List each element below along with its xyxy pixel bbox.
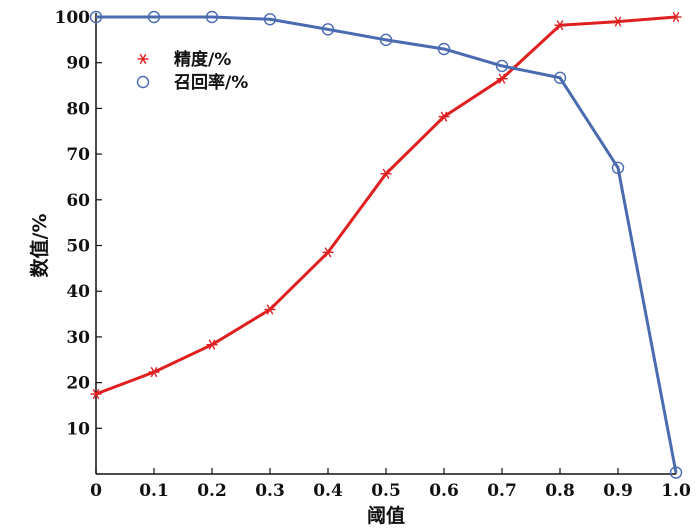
x-tick-label: 0.6 (429, 481, 459, 501)
legend-marker (136, 75, 150, 89)
data-point (496, 73, 508, 84)
y-tick-label: 60 (66, 191, 90, 211)
data-point (612, 16, 624, 27)
y-tick-label: 40 (66, 282, 90, 302)
data-point (611, 161, 625, 175)
legend-label: 召回率/% (174, 72, 248, 93)
y-tick-label: 80 (66, 99, 90, 119)
data-point (322, 247, 334, 258)
x-tick-label: 0.5 (371, 481, 401, 501)
y-axis-ticks: 10 20 30 40 50 60 70 80 90 100 (55, 8, 102, 439)
legend-item: 精度/% (137, 49, 231, 70)
x-axis-title: 阈值 (367, 504, 405, 527)
data-point (264, 304, 276, 315)
data-point (89, 10, 103, 24)
data-point (206, 339, 218, 350)
x-tick-label: 0.8 (545, 481, 575, 501)
y-tick-label: 10 (66, 419, 90, 439)
x-tick-label: 0 (90, 481, 102, 501)
data-point (438, 111, 450, 122)
x-tick-label: 0.4 (313, 481, 343, 501)
series-2 (89, 10, 683, 479)
x-tick-label: 0.3 (255, 481, 285, 501)
data-point (148, 366, 160, 378)
series-line (96, 15, 678, 473)
y-tick-label: 70 (66, 145, 90, 165)
data-point (670, 11, 682, 23)
y-tick-label: 50 (66, 237, 90, 257)
y-axis-title: 数值/% (28, 214, 51, 278)
data-point (263, 13, 277, 26)
data-point (147, 10, 161, 24)
data-point (669, 466, 683, 479)
series-layer (89, 10, 683, 479)
x-tick-label: 0.7 (487, 481, 517, 501)
y-tick-label: 90 (66, 54, 90, 74)
legend-label: 精度/% (174, 49, 231, 70)
data-point (90, 388, 102, 400)
legend: 精度/%召回率/% (136, 49, 248, 93)
x-axis-ticks: 0 0.1 0.2 0.3 0.4 0.5 0.6 0.7 0.8 0.9 1.0 (90, 468, 691, 501)
y-tick-label: 20 (66, 374, 90, 394)
x-tick-label: 0.1 (139, 481, 169, 501)
data-point (437, 42, 451, 56)
data-point (205, 10, 219, 24)
data-point (380, 168, 392, 179)
data-point (553, 71, 567, 84)
y-tick-label: 100 (55, 8, 91, 28)
data-point (379, 33, 393, 47)
legend-item: 召回率/% (136, 72, 248, 93)
x-tick-label: 0.9 (603, 481, 633, 501)
data-point (321, 23, 335, 36)
data-point (554, 20, 566, 31)
series-1 (90, 11, 682, 400)
y-tick-label: 30 (66, 328, 90, 348)
x-tick-label: 1.0 (661, 481, 691, 501)
data-point (495, 59, 509, 73)
legend-marker (137, 53, 149, 65)
x-tick-label: 0.2 (197, 481, 227, 501)
